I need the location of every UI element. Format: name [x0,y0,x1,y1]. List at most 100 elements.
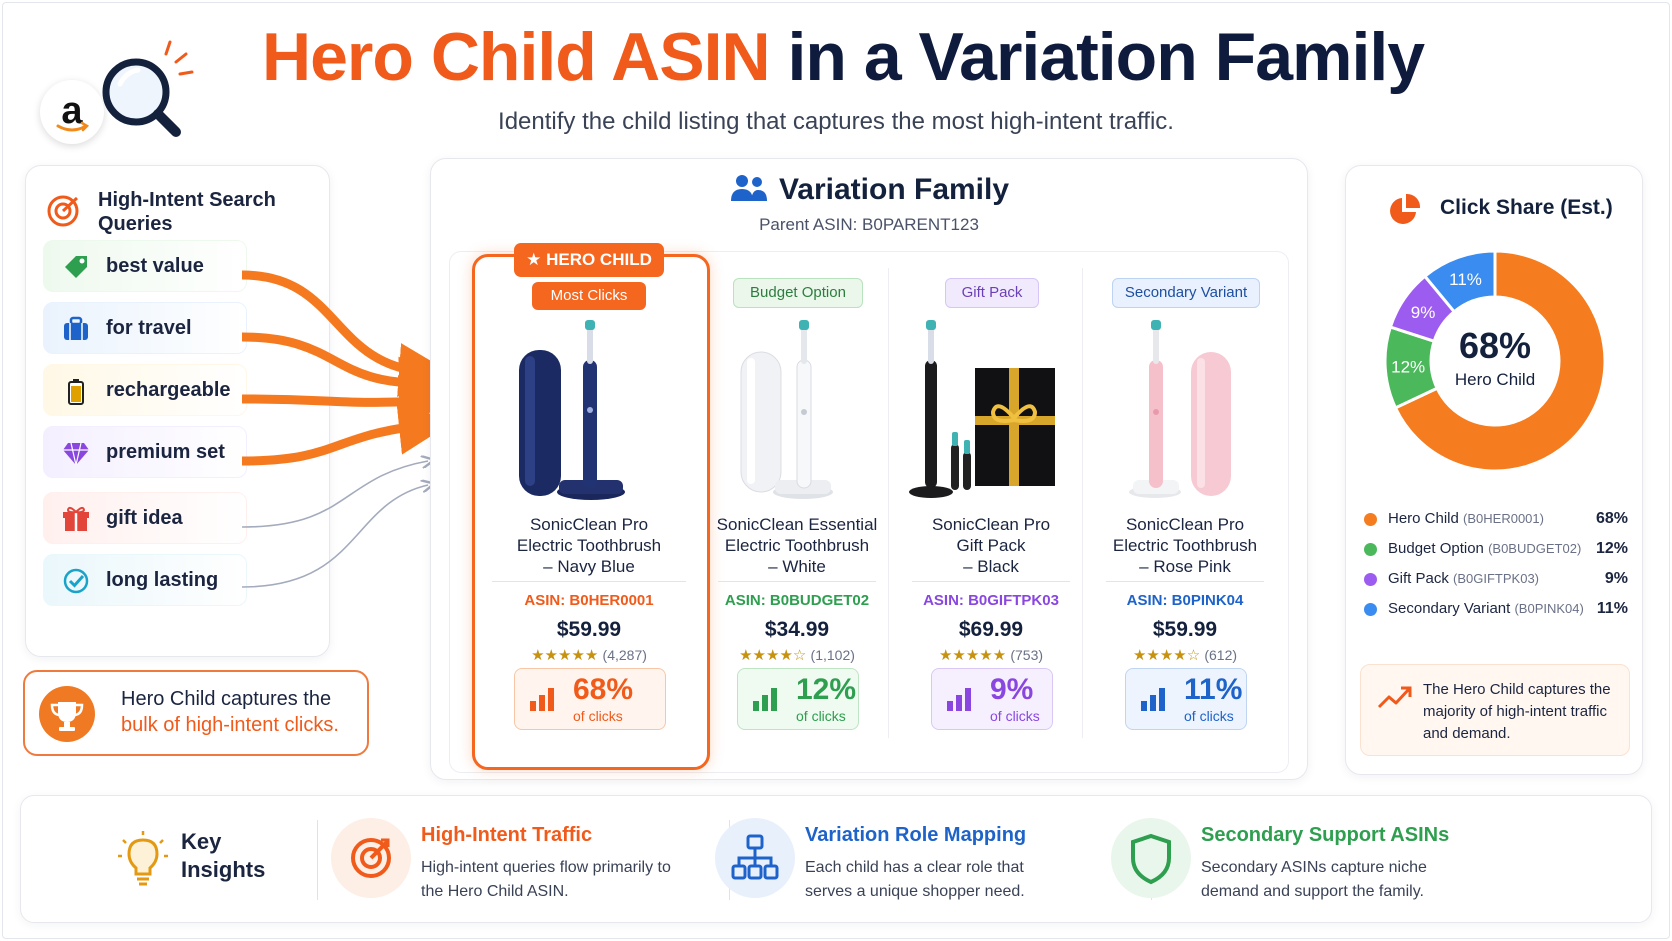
donut-hole [1431,297,1559,425]
variation-title-text: Variation Family [778,173,1010,206]
target-icon [47,195,79,227]
page-title: Hero Child ASIN in a Variation Family [262,18,1425,96]
click-share-value: 12% [796,673,857,706]
product-card: Secondary Variant SonicClean Pro Electric… [1088,250,1282,762]
product-asin: ASIN: B0GIFTPK03 [923,592,1059,609]
legend-row: Gift Pack (B0GIFTPK03) 9% [1364,568,1634,590]
page-subtitle: Identify the child listing that captures… [498,108,1174,135]
review-count: (612) [1204,647,1238,663]
separator [317,820,318,900]
query-label: gift idea [106,507,183,529]
query-chip: gift idea [43,492,247,544]
product-name-line: – Navy Blue [543,557,635,576]
trophy-icon [39,686,95,742]
product-card: ★ HERO CHILD Most Clicks SonicClean Pro El… [474,243,704,762]
legend-dot [1364,603,1377,616]
flow-arrows [241,270,453,588]
legend-name: Hero Child (B0HER0001) [1388,510,1544,527]
donut-center-value: 68% [1459,325,1531,366]
divider [912,581,1070,582]
legend-asin: (B0PINK04) [1514,601,1584,616]
check-circle-icon [63,568,89,594]
bar-chart-icon [530,688,554,711]
key-insights-label: Key Insights [181,828,265,884]
product-name-line: – Black [963,557,1019,576]
query-label: rechargeable [106,379,231,401]
target-icon [331,818,411,898]
legend-dot [1364,543,1377,556]
click-share-value: 9% [990,673,1034,706]
product-name-line: Gift Pack [956,536,1026,555]
divider [492,581,686,582]
insight-title: Secondary Support ASINs [1201,824,1450,846]
callout-line-1: Hero Child captures the [121,688,332,710]
legend-series-name: Gift Pack [1388,570,1449,587]
product-image [740,320,833,499]
product-asin: ASIN: B0BUDGET02 [724,592,870,609]
legend-series-name: Budget Option [1388,540,1484,557]
product-name-line: – Rose Pink [1139,557,1231,576]
product-name-line: Electric Toothbrush [516,536,662,555]
slice-label: 12% [1391,357,1425,376]
legend-asin: (B0GIFTPK03) [1453,571,1539,586]
magnifier-icon [102,40,194,137]
title-highlight: Hero Child ASIN [262,19,771,95]
callout-line-2: bulk of high-intent clicks. [121,714,339,736]
bar-chart-icon [1141,688,1165,711]
legend-series-name: Hero Child [1388,510,1459,527]
gift-icon [63,506,89,531]
click-share-box: 68% of clicks [514,668,666,730]
product-price: $59.99 [556,618,622,641]
product-asin: ASIN: B0PINK04 [1126,592,1244,609]
product-card: Budget Option SonicClean Essential Electr… [700,250,894,762]
legend-value: 11% [1596,600,1628,617]
donut-chart: 68% Hero Child 12% 9% 11% [1383,249,1607,473]
query-chip: long lasting [43,554,247,606]
insight-title: High-Intent Traffic [421,824,593,846]
flow-arrow-rechargeable [241,375,453,430]
query-chip: premium set [43,426,247,478]
product-price: $34.99 [764,618,830,641]
product-image [909,320,1055,498]
flow-arrow-gift-idea [241,461,428,528]
click-share-label: of clicks [990,708,1040,724]
role-badge: Secondary Variant [1112,278,1260,308]
click-share-panel: Click Share (Est.) 68% Hero Child 12% 9% 1… [1345,165,1643,775]
most-clicks-badge: Most Clicks [532,282,646,310]
amazon-logo-icon: a [40,80,104,144]
product-name-line: SonicClean Pro [931,515,1051,534]
card-separator [888,268,889,738]
insight-text: High-intent queries flow primarily to th… [421,859,671,900]
query-label: for travel [106,317,192,339]
rating-stars: ★★★★★ [938,647,1007,664]
logo-letter: a [61,90,83,132]
divider [718,581,876,582]
battery-icon [68,379,84,405]
product-name-line: Electric Toothbrush [1112,536,1258,555]
product-rating: ★★★★★ (753) [894,646,1088,664]
insight-text: Secondary ASINs capture niche demand and… [1201,859,1427,900]
query-chip: best value [43,240,247,292]
flow-arrow-for-travel [241,332,453,411]
query-label: premium set [106,441,225,463]
star-icon: ★ [526,250,547,269]
product-image [1129,320,1231,498]
product-name-line: SonicClean Pro [529,515,649,534]
review-count: (4,287) [602,647,647,663]
query-chip: for travel [43,302,247,354]
product-name-line: Electric Toothbrush [724,536,870,555]
review-count: (753) [1010,647,1044,663]
role-badge: Gift Pack [945,278,1039,308]
hero-child-badge: ★ HERO CHILD [514,243,664,277]
key-insights-bar: Key Insights High-Intent Traffic High-inte… [20,795,1652,923]
hero-child-badge-text: HERO CHILD [546,250,652,269]
lightbulb-icon [118,831,168,886]
query-label: long lasting [106,569,219,591]
pie-chart-icon [1390,193,1421,224]
legend-asin: (B0HER0001) [1463,511,1544,526]
legend-name: Budget Option (B0BUDGET02) [1388,540,1581,557]
chart-title: Click Share (Est.) [1440,196,1613,219]
product-image [519,320,625,500]
legend-dot [1364,513,1377,526]
rating-stars: ★★★★☆ [1132,647,1201,664]
